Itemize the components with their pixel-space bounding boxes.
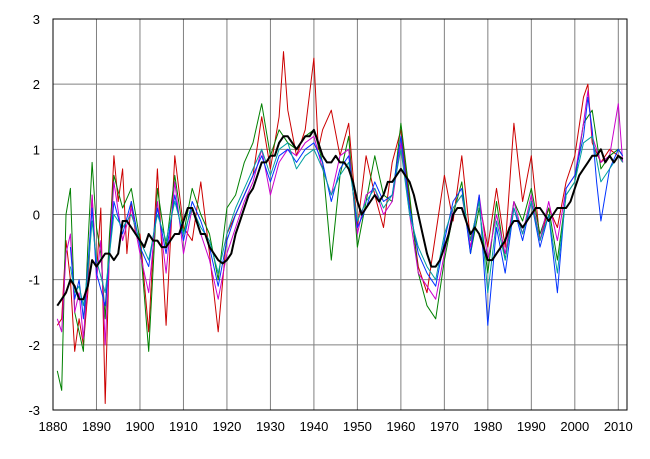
series-layer <box>56 51 624 404</box>
y-tick-label: -1 <box>28 273 40 288</box>
x-tick-label: 2000 <box>560 419 589 434</box>
x-tick-label: 1900 <box>126 419 155 434</box>
x-tick-label: 1960 <box>386 419 415 434</box>
x-tick-label: 1990 <box>517 419 546 434</box>
y-tick-label: 0 <box>33 208 40 223</box>
smoothed-series-line <box>56 128 624 307</box>
series-line-1 <box>56 51 624 404</box>
x-tick-label: 1930 <box>256 419 285 434</box>
y-tick-label: -2 <box>28 338 40 353</box>
y-tick-label: -3 <box>28 403 40 418</box>
x-tick-label: 1970 <box>430 419 459 434</box>
x-tick-label: 1980 <box>473 419 502 434</box>
plot-frame <box>52 18 628 411</box>
x-tick-label: 1890 <box>82 419 111 434</box>
y-tick-label: 3 <box>33 12 40 27</box>
x-axis-tick-labels: 1880 1890 1900 1910 1920 1930 1940 1950 1960 1970… <box>39 419 633 434</box>
x-tick-label: 1950 <box>343 419 372 434</box>
y-tick-label: 1 <box>33 142 40 157</box>
x-tick-label: 2010 <box>604 419 633 434</box>
y-tick-label: 2 <box>33 77 40 92</box>
series-line-2 <box>56 103 624 391</box>
x-tick-label: 1910 <box>169 419 198 434</box>
x-tick-label: 1880 <box>39 419 68 434</box>
grid-lines <box>52 18 627 411</box>
x-tick-label: 1920 <box>212 419 241 434</box>
series-line-5 <box>69 135 624 307</box>
y-axis-tick-labels: 3 2 1 0 -1 -2 -3 <box>28 12 40 418</box>
x-tick-label: 1940 <box>299 419 328 434</box>
